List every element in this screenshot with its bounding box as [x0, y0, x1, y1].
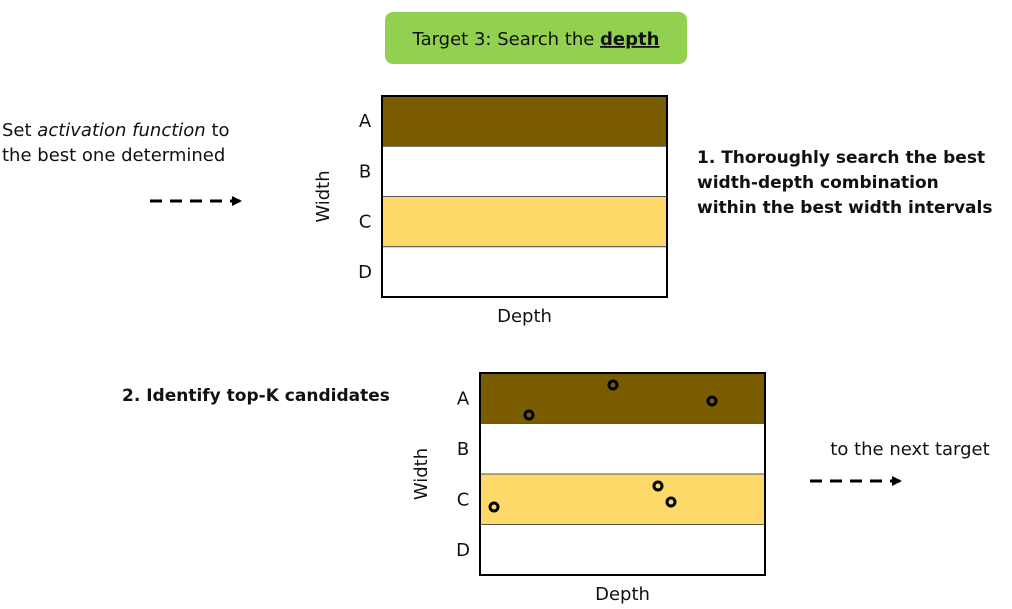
note-after: to — [211, 120, 229, 141]
grid-row — [381, 246, 668, 298]
grid-frame — [479, 372, 766, 576]
title-emphasis: depth — [600, 29, 659, 50]
row-label: A — [359, 111, 372, 132]
next-text: to the next target — [830, 439, 989, 460]
note: Set activation function to — [2, 120, 230, 141]
row-label: D — [456, 540, 470, 561]
row-label: D — [358, 262, 372, 283]
note-line: the best one determined — [2, 145, 225, 166]
grid-frame — [381, 95, 668, 298]
x-axis-label: Depth — [497, 306, 552, 327]
row-label: B — [457, 439, 469, 460]
title: Target 3: Search the depth — [412, 29, 660, 50]
step-text: 2. Identify top-K candidates — [122, 386, 390, 406]
grid-row — [381, 196, 668, 248]
title-prefix: Target 3: Search the — [412, 29, 595, 50]
row-label: A — [457, 388, 470, 409]
title-box — [385, 12, 687, 64]
step-line: within the best width intervals — [697, 198, 992, 218]
grid-row — [479, 473, 766, 525]
step-line: 1. Thoroughly search the best — [697, 148, 985, 168]
note-before: Set — [2, 120, 32, 141]
candidate — [607, 379, 619, 391]
row-label: C — [359, 212, 372, 233]
candidate — [652, 480, 664, 492]
candidate — [665, 496, 677, 508]
row-label: C — [457, 489, 470, 510]
candidates — [488, 379, 718, 513]
grid-row — [479, 372, 766, 424]
y-axis-label: Width — [313, 170, 334, 222]
row-label: B — [359, 161, 371, 182]
x-axis-label: Depth — [595, 584, 650, 605]
y-axis-label: Width — [411, 448, 432, 500]
grid-row — [381, 95, 668, 147]
grid-row — [479, 524, 766, 576]
grids: A B C D Width Depth A B C D Width Depth — [313, 95, 766, 605]
note-emphasis: activation function — [37, 120, 205, 141]
grid-row — [381, 145, 668, 197]
candidate — [706, 395, 718, 407]
candidate — [523, 409, 535, 421]
step-line: width-depth combination — [697, 173, 939, 193]
grid-row — [479, 423, 766, 475]
candidate — [488, 501, 500, 513]
